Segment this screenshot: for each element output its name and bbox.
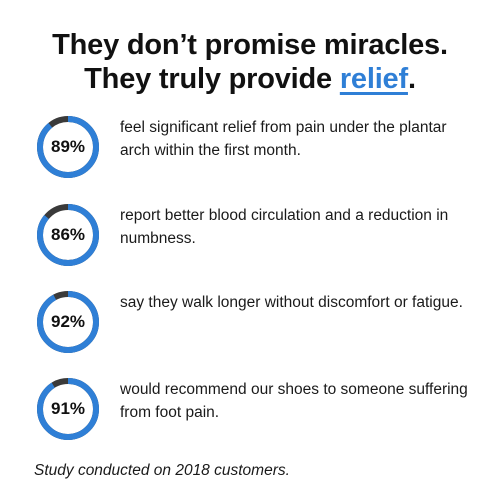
headline-line-2-suffix: . (407, 63, 416, 95)
progress-ring: 86% (36, 203, 100, 267)
stat-item-4: 91% would recommend our shoes to someone… (36, 377, 476, 441)
stat-item-1: 89% feel significant relief from pain un… (36, 115, 476, 179)
progress-ring-icon (37, 204, 99, 266)
percent-label: 92% (50, 312, 86, 331)
progress-ring: 92% (36, 290, 100, 354)
progress-ring: 91% (36, 377, 100, 441)
stat-item-2: 86% report better blood circulation and … (36, 203, 476, 267)
progress-ring-fill (37, 204, 99, 266)
headline-line-2-prefix: They truly provide (84, 63, 340, 95)
headline-line-2: They truly provide relief. (0, 62, 500, 96)
percent-label: 89% (50, 137, 86, 156)
progress-ring-fill (37, 116, 99, 178)
percent-label: 86% (50, 225, 86, 244)
study-footnote: Study conducted on 2018 customers. (34, 462, 290, 479)
headline: They don’t promise miracles. They truly … (0, 28, 500, 96)
stat-description: would recommend our shoes to someone suf… (120, 381, 468, 421)
progress-ring-fill (37, 378, 99, 440)
percent-label: 91% (50, 399, 86, 418)
progress-ring-fill (37, 291, 99, 353)
stat-item-3: 92% say they walk longer without discomf… (36, 290, 476, 354)
headline-highlight-relief: relief (339, 63, 408, 95)
progress-ring-icon (37, 116, 99, 178)
progress-ring: 89% (36, 115, 100, 179)
progress-ring-icon (37, 291, 99, 353)
progress-ring-icon (37, 378, 99, 440)
stat-description: report better blood circulation and a re… (120, 207, 449, 247)
stat-description: feel significant relief from pain under … (120, 119, 447, 159)
stat-description: say they walk longer without discomfort … (120, 294, 463, 311)
headline-line-1: They don’t promise miracles. (52, 29, 448, 61)
